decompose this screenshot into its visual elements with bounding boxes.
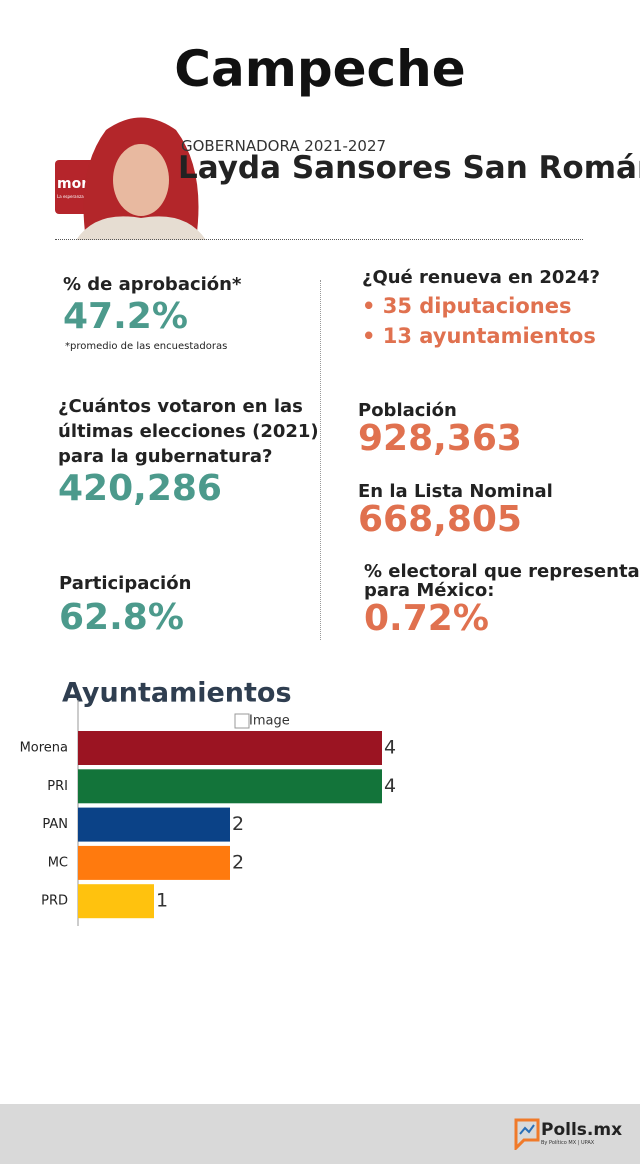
category-label: PAN: [42, 817, 68, 832]
value: 62.8%: [59, 597, 184, 638]
broken-image-icon: [234, 713, 250, 729]
byline: By Político MX | UPAX: [541, 1140, 595, 1146]
name: Layda Sansores San Román: [178, 150, 640, 186]
portrait: [76, 117, 206, 240]
category-label: Morena: [20, 741, 68, 756]
value: 668,805: [358, 499, 522, 540]
value-label: 1: [156, 890, 168, 912]
value: 420,286: [58, 468, 222, 509]
value-label: 4: [384, 737, 396, 759]
value: 928,363: [358, 418, 522, 459]
note: *promedio de las encuestadoras: [65, 341, 228, 352]
bar: [78, 807, 230, 842]
logo-tagline: La esperanza de México: [57, 194, 106, 199]
divider: [320, 280, 321, 640]
title: Campeche: [174, 40, 466, 98]
role: GOBERNADORA 2021-2027: [181, 137, 387, 155]
item: • 35 diputaciones: [362, 294, 572, 318]
label: ¿Cuántos votaron en las: [58, 396, 303, 417]
label: En la Lista Nominal: [358, 481, 553, 502]
category-label: MC: [48, 855, 68, 870]
chart: Ayuntamientos Image Morena 4 PRI 4 PAN 2 MC 2 PR…: [20, 678, 396, 926]
label: Participación: [59, 573, 192, 594]
bar: [78, 884, 154, 919]
value-label: 2: [232, 851, 244, 873]
value: 0.72%: [364, 598, 489, 639]
value: 47.2%: [63, 296, 188, 337]
label: Población: [358, 400, 457, 421]
value-label: 2: [232, 813, 244, 835]
value-label: 4: [384, 775, 396, 797]
divider: [55, 239, 583, 240]
item: • 13 ayuntamientos: [362, 324, 596, 348]
image-alt: Image: [249, 714, 290, 729]
brand-icon: [514, 1118, 540, 1150]
label: % de aprobación*: [63, 274, 242, 295]
category-label: PRD: [41, 894, 68, 909]
category-label: PRI: [47, 779, 68, 794]
bar: [78, 731, 382, 765]
brand: Polls.mx: [541, 1120, 623, 1140]
label: para México:: [364, 580, 495, 601]
chart-title: Ayuntamientos: [62, 678, 292, 709]
label: últimas elecciones (2021): [58, 421, 319, 442]
footer: Polls.mx By Político MX | UPAX: [0, 1104, 640, 1164]
label: ¿Qué renueva en 2024?: [362, 267, 600, 288]
bar: [78, 845, 230, 880]
label: para la gubernatura?: [58, 446, 273, 467]
bar: [78, 769, 382, 804]
label: % electoral que representa: [364, 561, 640, 582]
